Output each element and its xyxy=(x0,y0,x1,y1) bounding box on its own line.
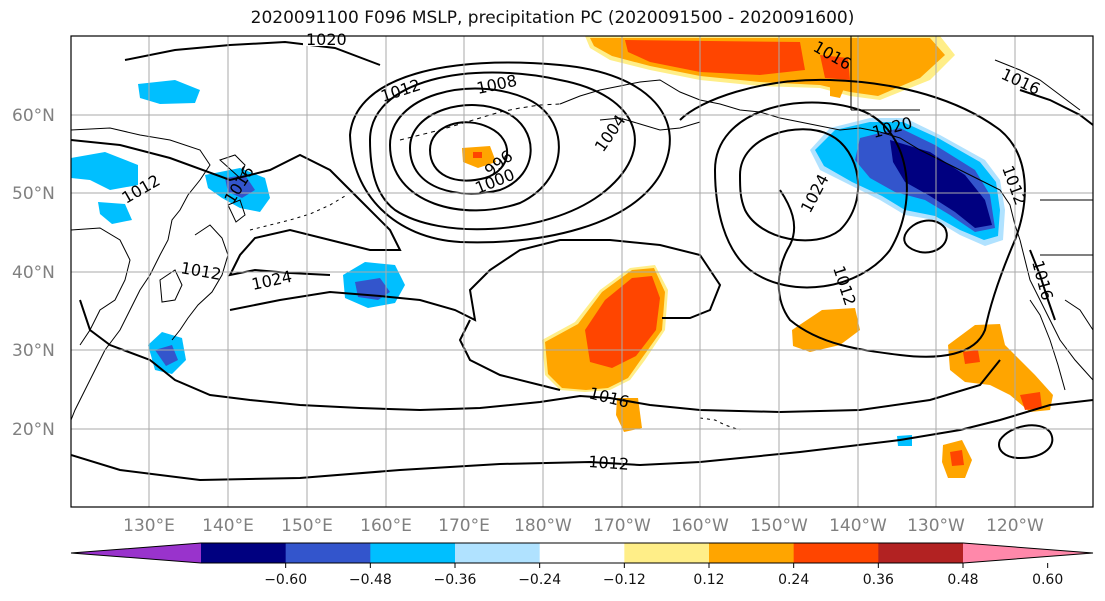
colorbar-extend-low xyxy=(71,543,201,563)
lon-label: 170°E xyxy=(438,516,490,536)
colorbar-tick-label: −0.60 xyxy=(264,572,307,588)
precipitation-shading xyxy=(71,36,1053,478)
coastline-asia xyxy=(71,127,211,421)
colorbar-segments xyxy=(71,543,1093,563)
contour-label: 1016 xyxy=(587,383,631,411)
precip-anomaly-east-pacific xyxy=(792,308,860,352)
lon-label: 180°W xyxy=(514,516,572,536)
coastlines xyxy=(71,36,1093,431)
coastline-hawaii xyxy=(699,417,741,431)
lon-label: 170°W xyxy=(593,516,651,536)
colorbar-segment xyxy=(709,543,795,563)
mslp-contour-1016-east xyxy=(679,78,1026,358)
contour-label: 1012 xyxy=(179,258,222,284)
colorbar-tick-label: −0.12 xyxy=(603,572,646,588)
latitude-labels: 60°N 50°N 40°N 30°N 20°N xyxy=(12,106,55,440)
colorbar-tick-label: 0.24 xyxy=(778,572,809,588)
coastline-aleutians xyxy=(399,103,561,141)
coastline-kuril-islands xyxy=(249,195,346,231)
contour-label: 1004 xyxy=(591,111,630,155)
lon-label: 120°W xyxy=(986,516,1044,536)
contour-label: 1016 xyxy=(1028,258,1057,302)
lat-label: 20°N xyxy=(12,420,55,440)
lat-label: 60°N xyxy=(12,106,55,126)
colorbar-segment xyxy=(285,543,371,563)
mslp-contour-1012-northwest xyxy=(124,40,381,66)
coastline-japan xyxy=(171,224,229,341)
colorbar-tick-label: −0.36 xyxy=(434,572,477,588)
lon-label: 140°E xyxy=(202,516,254,536)
lon-label: 130°E xyxy=(123,516,175,536)
lat-label: 30°N xyxy=(12,341,55,361)
colorbar-tick-label: 0.48 xyxy=(947,572,978,588)
colorbar-tick-label: 0.60 xyxy=(1032,572,1063,588)
colorbar-segment xyxy=(370,543,456,563)
contour-label: 1016 xyxy=(998,64,1043,98)
contour-label: 1012 xyxy=(588,452,630,474)
map-frame xyxy=(70,35,1094,508)
lon-label: 130°W xyxy=(907,516,965,536)
colorbar-segment xyxy=(201,543,287,563)
mslp-high-east-rings xyxy=(738,128,860,242)
mslp-contour-1012-south xyxy=(71,399,1093,482)
colorbar-tick-label: 0.36 xyxy=(863,572,894,588)
lat-label: 40°N xyxy=(12,263,55,283)
colorbar-segment xyxy=(793,543,879,563)
coastline-north-america xyxy=(1019,239,1093,381)
contour-label: 1012 xyxy=(829,263,860,308)
colorbar-tick-label: −0.24 xyxy=(518,572,561,588)
colorbar: −0.60 −0.48 −0.36 −0.24 −0.12 0.12 0.24 0.36 0.4… xyxy=(70,542,1094,588)
colorbar-segment xyxy=(624,543,710,563)
mslp-contours xyxy=(71,40,1093,482)
coastline-alaska xyxy=(559,79,1021,241)
lon-label: 160°W xyxy=(671,516,729,536)
lon-label: 160°E xyxy=(360,516,412,536)
colorbar-segment xyxy=(539,543,625,563)
mslp-contour-1016-west xyxy=(79,299,1001,414)
colorbar-ticks: −0.60 −0.48 −0.36 −0.24 −0.12 0.12 0.24 0.36 0.4… xyxy=(264,563,1063,588)
colorbar-extend-high xyxy=(963,543,1093,563)
mslp-contour-1012-west xyxy=(71,139,402,277)
lat-label: 50°N xyxy=(12,184,55,204)
lon-label: 140°W xyxy=(829,516,887,536)
mslp-contour-1012-central xyxy=(229,239,722,322)
longitude-labels: 130°E 140°E 150°E 160°E 170°E 180°W 170°… xyxy=(123,516,1044,536)
contour-label: 1012 xyxy=(378,75,423,106)
precip-anomaly-west-pacific xyxy=(138,80,200,104)
colorbar-tick-label: −0.48 xyxy=(349,572,392,588)
contour-label: 1020 xyxy=(306,30,347,49)
colorbar-segment xyxy=(455,543,541,563)
colorbar-segment xyxy=(878,543,964,563)
mslp-low-center-rings xyxy=(428,121,508,182)
lon-label: 150°W xyxy=(750,516,808,536)
graticule xyxy=(71,36,1093,507)
colorbar-tick-label: 0.12 xyxy=(693,572,724,588)
lon-label: 150°E xyxy=(281,516,333,536)
map-title: 2020091100 F096 MSLP, precipitation PC (… xyxy=(250,8,855,28)
colorbar-outline xyxy=(70,542,1094,564)
